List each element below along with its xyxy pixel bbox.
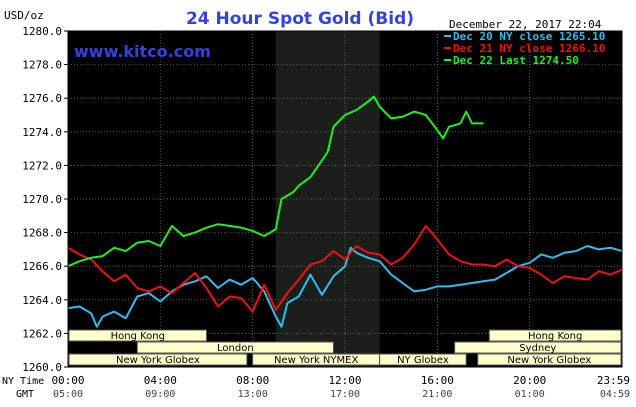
x-tick-label-ny: 00:00: [51, 374, 84, 387]
y-tick-label: 1276.0: [22, 92, 62, 105]
gmt-label: GMT: [16, 389, 34, 400]
y-tick-label: 1262.0: [22, 327, 62, 340]
dec22-series-line: [67, 95, 484, 268]
legend-item: Dec 21 NY close 1266.10: [453, 42, 605, 55]
session-bar: New York Globex: [68, 353, 248, 366]
session-box: [68, 329, 207, 342]
y-tick-label: 1280.0: [22, 25, 62, 38]
x-tick-label-ny: 12:00: [328, 374, 361, 387]
dec21-series-line: [67, 224, 623, 313]
session-bar: New York Globex: [477, 353, 622, 366]
ny-time-label: NY Time: [2, 376, 44, 387]
y-tick-label: 1272.0: [22, 159, 62, 172]
session-bar: Hong Kong: [488, 329, 622, 342]
plot-frame: [67, 30, 623, 368]
x-tick-label-ny: 16:00: [421, 374, 454, 387]
session-box: [68, 353, 248, 366]
session-label: Hong Kong: [528, 331, 582, 342]
x-tick-label-gmt: 13:00: [238, 389, 268, 400]
y-tick-label: 1270.0: [22, 193, 62, 206]
session-bar: Hong Kong: [68, 329, 207, 342]
chart-title: 24 Hour Spot Gold (Bid): [186, 9, 414, 29]
x-tick-label-ny: 08:00: [236, 374, 269, 387]
session-label: Sydney: [519, 343, 556, 354]
y-tick-label: 1260.0: [22, 361, 62, 374]
y-tick-label: 1274.0: [22, 126, 62, 139]
kitco-watermark: www.kitco.com: [74, 42, 211, 61]
x-tick-label-gmt: 21:00: [422, 389, 452, 400]
session-box: [477, 353, 622, 366]
dec20-series-line: [67, 245, 623, 328]
x-tick-label-gmt: 01:00: [515, 389, 545, 400]
x-tick-label-gmt: 05:00: [53, 389, 83, 400]
session-box: [379, 353, 467, 366]
x-tick-label-gmt: 09:00: [145, 389, 175, 400]
y-tick-label: 1264.0: [22, 294, 62, 307]
y-tick-label: 1278.0: [22, 59, 62, 72]
chart-timestamp: December 22, 2017 22:04: [449, 18, 602, 31]
session-box: [136, 341, 334, 354]
x-tick-label-gmt: 04:59: [600, 389, 630, 400]
x-tick-label-ny: 23:59: [597, 374, 630, 387]
axes: 1260.0 1262.0 1264.0 1266.0 1268.0 1270.0 1272…: [22, 25, 630, 400]
session-label: NY Globex: [397, 355, 449, 366]
session-bar: New York NYMEX: [252, 353, 381, 366]
session-box: [488, 329, 622, 342]
session-box: [454, 341, 622, 354]
legend-item: Dec 20 NY close 1265.10: [453, 30, 605, 43]
x-tick-label-gmt: 17:00: [330, 389, 360, 400]
x-tick-label-ny: 20:00: [513, 374, 546, 387]
session-label: New York Globex: [116, 355, 200, 366]
session-highlight-band: [275, 31, 380, 367]
x-tick-label-ny: 04:00: [144, 374, 177, 387]
session-bar: Sydney: [454, 341, 622, 354]
units-label: USD/oz: [4, 9, 44, 22]
session-label: New York NYMEX: [274, 355, 359, 366]
session-bar: London: [136, 341, 334, 354]
session-bar: NY Globex: [379, 353, 467, 366]
y-tick-label: 1266.0: [22, 260, 62, 273]
session-label: Hong Kong: [111, 331, 165, 342]
y-tick-label: 1268.0: [22, 227, 62, 240]
legend-item: Dec 22 Last 1274.50: [453, 54, 579, 67]
price-series: [67, 95, 623, 328]
session-label: London: [217, 343, 254, 354]
session-label: New York Globex: [507, 355, 591, 366]
